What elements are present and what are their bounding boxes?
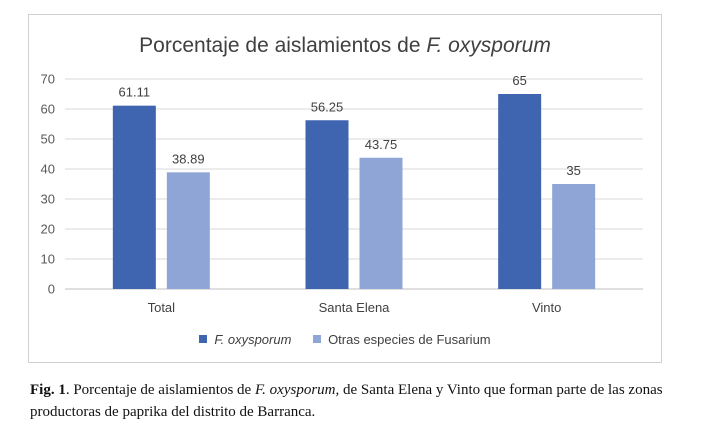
- y-tick-label-30: 30: [41, 192, 55, 207]
- chart-legend: F. oxysporum Otras especies de Fusarium: [29, 332, 661, 347]
- y-tick-label-10: 10: [41, 252, 55, 267]
- data-label-santa-elena-series-2: 43.75: [365, 137, 398, 152]
- y-tick-label-50: 50: [41, 132, 55, 147]
- bar-total-series-2: [166, 172, 210, 289]
- legend-label-f-oxysporum: F. oxysporum: [214, 332, 292, 347]
- data-label-total-series-1: 61.11: [119, 85, 151, 100]
- legend-swatch-f-oxysporum: [199, 335, 208, 343]
- figure-caption: Fig. 1. Porcentaje de aislamientos de F.…: [30, 382, 663, 420]
- y-tick-label-0: 0: [48, 282, 55, 297]
- legend-item-otras-especies: Otras especies de Fusarium: [313, 332, 491, 347]
- data-label-vinto-series-1: 65: [512, 73, 526, 88]
- chart-title: Porcentaje de aislamientos de F. oxyspor…: [139, 34, 551, 57]
- bar-chart-plot: 0 10 20 30 40 50 60 70 61.11 38.89 Total 56.25 43.75…: [41, 72, 643, 315]
- data-label-vinto-series-2: 35: [566, 163, 580, 178]
- chart-container: Porcentaje de aislamientos de F. oxyspor…: [28, 14, 662, 363]
- y-tick-label-20: 20: [41, 222, 55, 237]
- y-tick-label-40: 40: [41, 162, 55, 177]
- bar-vinto-series-2: [552, 184, 596, 289]
- data-label-santa-elena-series-1: 56.25: [311, 99, 344, 114]
- figure-label: Fig. 1: [30, 382, 66, 398]
- bar-santa-elena-series-2: [359, 157, 403, 289]
- x-tick-label-vinto: Vinto: [532, 300, 561, 315]
- caption-species: F. oxysporum,: [254, 382, 340, 398]
- bar-vinto-series-1: [498, 94, 542, 289]
- bar-santa-elena-series-1: [305, 120, 349, 289]
- legend-label-otras-especies: Otras especies de Fusarium: [328, 332, 491, 347]
- y-tick-label-70: 70: [41, 72, 55, 87]
- legend-item-f-oxysporum: F. oxysporum: [199, 332, 291, 347]
- data-label-total-series-2: 38.89: [172, 151, 205, 166]
- bar-total-series-1: [112, 105, 156, 289]
- legend-swatch-otras-especies: [313, 335, 322, 343]
- x-tick-label-total: Total: [148, 300, 176, 315]
- x-tick-label-santa-elena: Santa Elena: [319, 300, 391, 315]
- y-tick-label-60: 60: [41, 102, 55, 117]
